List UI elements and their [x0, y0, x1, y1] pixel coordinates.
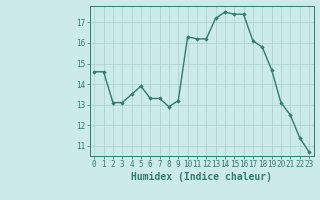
X-axis label: Humidex (Indice chaleur): Humidex (Indice chaleur) [131, 172, 272, 182]
